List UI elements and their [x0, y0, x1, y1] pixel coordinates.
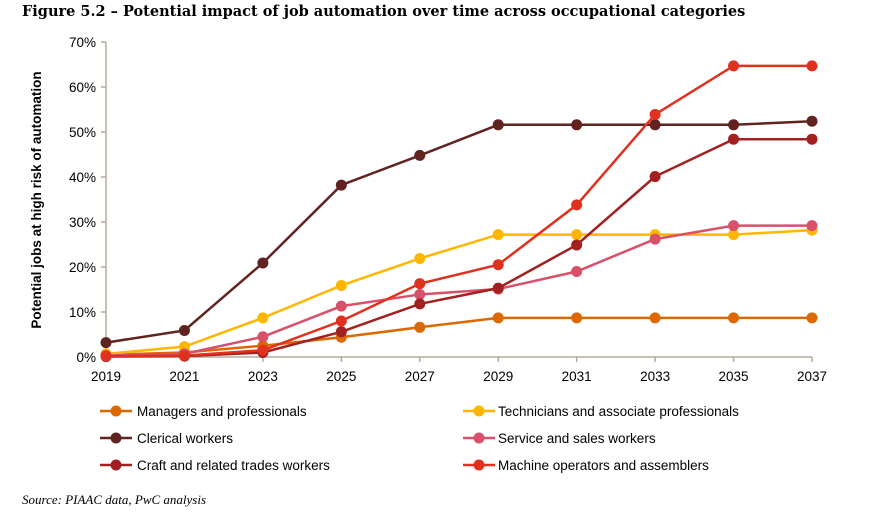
figure-title: Figure 5.2 – Potential impact of job aut…	[22, 3, 746, 20]
x-tick-label: 2021	[169, 369, 199, 384]
x-tick-label: 2035	[719, 369, 749, 384]
data-point	[257, 312, 269, 324]
data-point	[335, 279, 347, 291]
data-point	[335, 326, 347, 338]
legend-label: Technicians and associate professionals	[498, 404, 739, 419]
data-point	[571, 229, 583, 241]
data-point	[492, 229, 504, 241]
data-point	[335, 300, 347, 312]
data-point	[414, 252, 426, 264]
legend-marker	[110, 405, 122, 417]
y-tick-label: 30%	[69, 215, 96, 230]
data-point	[806, 133, 818, 145]
data-point	[492, 119, 504, 131]
x-tick-label: 2023	[248, 369, 278, 384]
series-line	[105, 316, 812, 356]
data-point	[414, 288, 426, 300]
series-line	[105, 228, 813, 356]
data-point	[806, 220, 818, 232]
y-tick-label: 60%	[69, 80, 96, 95]
y-tick-label: 50%	[69, 125, 96, 140]
data-point	[257, 344, 269, 356]
data-point	[806, 312, 818, 324]
data-point	[414, 278, 426, 290]
data-point	[571, 119, 583, 131]
data-point	[728, 220, 740, 232]
x-tick-label: 2019	[91, 369, 121, 384]
x-tick-label: 2027	[405, 369, 435, 384]
data-point	[728, 60, 740, 72]
data-point	[492, 312, 504, 324]
y-tick-label: 0%	[76, 350, 96, 365]
x-tick-label: 2031	[562, 369, 592, 384]
legend-marker	[473, 459, 485, 471]
y-tick-label: 20%	[69, 260, 96, 275]
data-point	[178, 350, 190, 362]
source-note: Source: PIAAC data, PwC analysis	[22, 492, 207, 507]
y-tick-label: 10%	[69, 305, 96, 320]
data-point	[335, 179, 347, 191]
data-point	[728, 312, 740, 324]
data-point	[649, 119, 661, 131]
legend-label: Managers and professionals	[137, 404, 307, 419]
data-point	[492, 282, 504, 294]
legend-marker	[110, 432, 122, 444]
x-tick-label: 2037	[797, 369, 827, 384]
data-point	[649, 312, 661, 324]
data-point	[414, 149, 426, 161]
data-point	[649, 171, 661, 183]
series-line	[105, 64, 812, 358]
data-point	[571, 239, 583, 251]
data-point	[571, 199, 583, 211]
series-line	[105, 224, 812, 357]
legend-label: Machine operators and assemblers	[498, 458, 709, 473]
data-point	[257, 257, 269, 269]
data-point	[571, 312, 583, 324]
y-axis-label: Potential jobs at high risk of automatio…	[29, 71, 44, 328]
data-point	[571, 266, 583, 277]
series-line	[105, 137, 812, 358]
x-tick-label: 2025	[326, 369, 356, 384]
data-point	[414, 321, 426, 333]
data-point	[178, 324, 190, 336]
data-point	[806, 60, 818, 72]
data-point	[728, 229, 740, 241]
data-point	[100, 337, 112, 349]
legend-marker	[473, 432, 485, 444]
data-point	[728, 133, 740, 145]
x-tick-label: 2033	[640, 369, 670, 384]
y-tick-label: 40%	[69, 170, 96, 185]
data-point	[492, 259, 504, 271]
data-point	[100, 350, 112, 362]
legend-marker	[110, 459, 122, 471]
data-point	[257, 331, 269, 343]
data-point	[414, 298, 426, 310]
data-point	[649, 108, 661, 120]
data-point	[335, 315, 347, 327]
legend-label: Service and sales workers	[498, 431, 656, 446]
series-line	[105, 119, 813, 344]
legend-label: Craft and related trades workers	[137, 458, 330, 473]
y-tick-label: 70%	[69, 35, 96, 50]
data-point	[649, 233, 661, 245]
data-point	[806, 115, 818, 127]
data-point	[728, 119, 740, 131]
x-tick-label: 2029	[483, 369, 513, 384]
legend-marker	[473, 405, 485, 417]
legend-label: Clerical workers	[137, 431, 233, 446]
